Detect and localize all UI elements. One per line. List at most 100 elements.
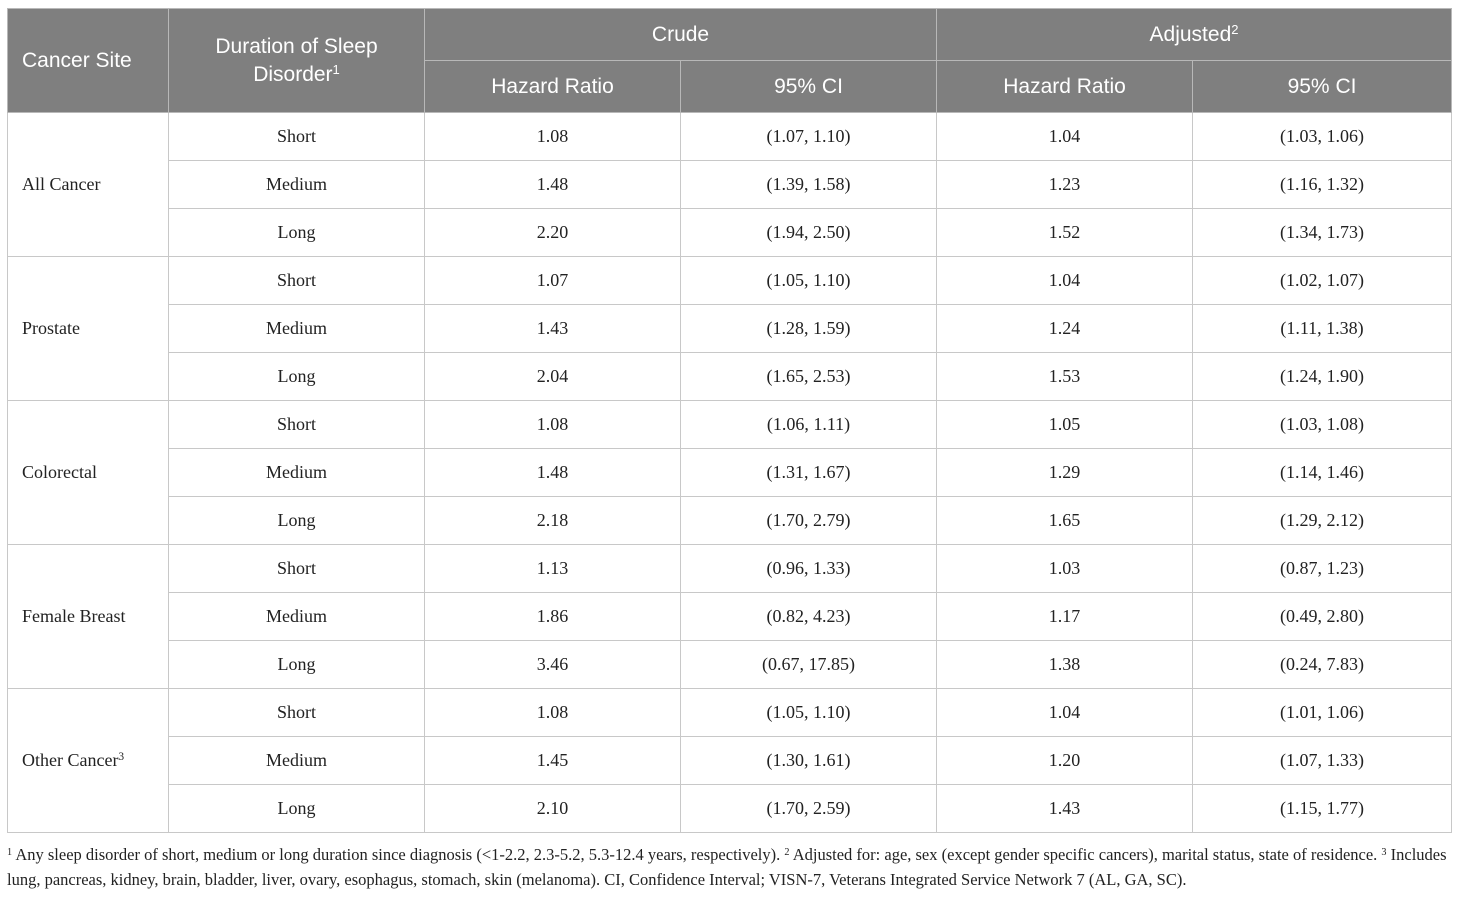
cancer-site-cell: All Cancer xyxy=(7,112,169,257)
ci-crude-cell: (1.70, 2.79) xyxy=(679,496,938,545)
header-ci-crude: 95% CI xyxy=(679,60,938,113)
duration-cell: Long xyxy=(168,640,425,689)
table-row: Medium 1.45 (1.30, 1.61) 1.20 (1.07, 1.33) xyxy=(8,736,1453,785)
hr-crude-cell: 1.08 xyxy=(424,400,681,449)
ci-adjusted-cell: (0.87, 1.23) xyxy=(1192,544,1453,593)
footnote-ref-3: 3 xyxy=(118,751,125,764)
duration-cell: Long xyxy=(168,352,425,401)
hr-adjusted-cell: 1.05 xyxy=(936,400,1194,449)
ci-adjusted-cell: (1.03, 1.08) xyxy=(1192,400,1453,449)
hr-adjusted-cell: 1.17 xyxy=(936,592,1194,641)
ci-adjusted-cell: (1.24, 1.90) xyxy=(1192,352,1453,401)
cancer-site-label: Other Cancer xyxy=(22,750,119,770)
ci-adjusted-cell: (1.07, 1.33) xyxy=(1192,736,1453,785)
ci-crude-cell: (1.05, 1.10) xyxy=(679,256,938,305)
hr-adjusted-cell: 1.04 xyxy=(936,688,1194,737)
duration-cell: Medium xyxy=(168,448,425,497)
hr-adjusted-cell: 1.03 xyxy=(936,544,1194,593)
header-duration: Duration of Sleep Disorder1 xyxy=(168,8,425,113)
table-row: Long 2.18 (1.70, 2.79) 1.65 (1.29, 2.12) xyxy=(8,496,1453,545)
hr-crude-cell: 1.48 xyxy=(424,160,681,209)
footnote-marker-2: 2 xyxy=(784,846,790,858)
footnote-marker-3: 3 xyxy=(1381,846,1387,858)
hr-crude-cell: 1.08 xyxy=(424,112,681,161)
ci-crude-cell: (0.67, 17.85) xyxy=(679,640,938,689)
duration-cell: Medium xyxy=(168,592,425,641)
duration-cell: Short xyxy=(168,112,425,161)
ci-adjusted-cell: (0.24, 7.83) xyxy=(1192,640,1453,689)
header-row-sub: Hazard Ratio 95% CI Hazard Ratio 95% CI xyxy=(8,60,1453,113)
hr-adjusted-cell: 1.65 xyxy=(936,496,1194,545)
hr-adjusted-cell: 1.52 xyxy=(936,208,1194,257)
hr-adjusted-cell: 1.04 xyxy=(936,256,1194,305)
ci-crude-cell: (1.30, 1.61) xyxy=(679,736,938,785)
ci-adjusted-cell: (1.02, 1.07) xyxy=(1192,256,1453,305)
table-row: Medium 1.43 (1.28, 1.59) 1.24 (1.11, 1.38) xyxy=(8,304,1453,353)
ci-adjusted-cell: (1.16, 1.32) xyxy=(1192,160,1453,209)
ci-adjusted-cell: (1.14, 1.46) xyxy=(1192,448,1453,497)
table-header: Cancer Site Duration of Sleep Disorder1 … xyxy=(7,8,1453,113)
hr-crude-cell: 1.43 xyxy=(424,304,681,353)
ci-adjusted-cell: (1.11, 1.38) xyxy=(1192,304,1453,353)
hr-crude-cell: 2.18 xyxy=(424,496,681,545)
footnote-ref-2: 2 xyxy=(1231,22,1239,37)
hr-adjusted-cell: 1.38 xyxy=(936,640,1194,689)
table-row: Female Breast Short 1.13 (0.96, 1.33) 1.03 (0… xyxy=(7,544,1453,689)
table-row: Long 2.20 (1.94, 2.50) 1.52 (1.34, 1.73) xyxy=(8,208,1453,257)
cancer-site-cell: Other Cancer3 xyxy=(7,688,169,833)
hr-adjusted-cell: 1.20 xyxy=(936,736,1194,785)
ci-crude-cell: (1.05, 1.10) xyxy=(679,688,938,737)
duration-cell: Medium xyxy=(168,736,425,785)
table-row: Long 3.46 (0.67, 17.85) 1.38 (0.24, 7.83) xyxy=(8,640,1453,689)
hr-adjusted-cell: 1.53 xyxy=(936,352,1194,401)
hr-adjusted-cell: 1.43 xyxy=(936,784,1194,833)
table-row: Colorectal Short 1.08 (1.06, 1.11) 1.05 (1.03… xyxy=(7,400,1453,545)
ci-crude-cell: (1.94, 2.50) xyxy=(679,208,938,257)
hr-crude-cell: 1.13 xyxy=(424,544,681,593)
table-row: Medium 1.48 (1.39, 1.58) 1.23 (1.16, 1.32) xyxy=(8,160,1453,209)
table-row: Long 2.10 (1.70, 2.59) 1.43 (1.15, 1.77) xyxy=(8,784,1453,833)
duration-cell: Long xyxy=(168,496,425,545)
hr-adjusted-cell: 1.23 xyxy=(936,160,1194,209)
footnote-text-1: Any sleep disorder of short, medium or l… xyxy=(12,845,785,864)
hr-crude-cell: 1.45 xyxy=(424,736,681,785)
footnote-marker-1: 1 xyxy=(7,846,13,858)
hr-crude-cell: 3.46 xyxy=(424,640,681,689)
hr-crude-cell: 1.48 xyxy=(424,448,681,497)
hr-adjusted-cell: 1.24 xyxy=(936,304,1194,353)
ci-crude-cell: (0.96, 1.33) xyxy=(679,544,938,593)
ci-crude-cell: (1.07, 1.10) xyxy=(679,112,938,161)
hr-crude-cell: 1.07 xyxy=(424,256,681,305)
table-row: Other Cancer3 Short 1.08 (1.05, 1.10) 1.04 (1… xyxy=(7,688,1453,833)
header-adjusted: Adjusted2 xyxy=(936,8,1453,61)
ci-adjusted-cell: (1.34, 1.73) xyxy=(1192,208,1453,257)
table-row: Medium 1.86 (0.82, 4.23) 1.17 (0.49, 2.80) xyxy=(8,592,1453,641)
ci-adjusted-cell: (1.01, 1.06) xyxy=(1192,688,1453,737)
cancer-site-label: Female Breast xyxy=(22,606,126,626)
duration-cell: Medium xyxy=(168,304,425,353)
hr-crude-cell: 2.10 xyxy=(424,784,681,833)
header-ci-adjusted: 95% CI xyxy=(1192,60,1453,113)
duration-cell: Short xyxy=(168,256,425,305)
hr-adjusted-cell: 1.29 xyxy=(936,448,1194,497)
cancer-site-label: Colorectal xyxy=(22,462,97,482)
hr-adjusted-cell: 1.04 xyxy=(936,112,1194,161)
footnote-text-3: Includes lung, pancreas, kidney, brain, … xyxy=(7,845,1447,889)
duration-cell: Long xyxy=(168,208,425,257)
table-footnotes: 1 Any sleep disorder of short, medium or… xyxy=(7,842,1455,892)
cancer-site-cell: Prostate xyxy=(7,256,169,401)
header-cancer-site: Cancer Site xyxy=(7,8,169,113)
hr-crude-cell: 2.20 xyxy=(424,208,681,257)
hr-crude-cell: 1.86 xyxy=(424,592,681,641)
duration-cell: Long xyxy=(168,784,425,833)
table-row: Prostate Short 1.07 (1.05, 1.10) 1.04 (1.02, … xyxy=(7,256,1453,401)
hr-crude-cell: 2.04 xyxy=(424,352,681,401)
header-hr-adjusted: Hazard Ratio xyxy=(936,60,1194,113)
ci-crude-cell: (1.65, 2.53) xyxy=(679,352,938,401)
ci-adjusted-cell: (0.49, 2.80) xyxy=(1192,592,1453,641)
ci-crude-cell: (1.06, 1.11) xyxy=(679,400,938,449)
table-body: All Cancer Short 1.08 (1.07, 1.10) 1.04 (1.03… xyxy=(7,112,1453,833)
hr-crude-cell: 1.08 xyxy=(424,688,681,737)
header-hr-crude: Hazard Ratio xyxy=(424,60,681,113)
table-row: Medium 1.48 (1.31, 1.67) 1.29 (1.14, 1.46) xyxy=(8,448,1453,497)
